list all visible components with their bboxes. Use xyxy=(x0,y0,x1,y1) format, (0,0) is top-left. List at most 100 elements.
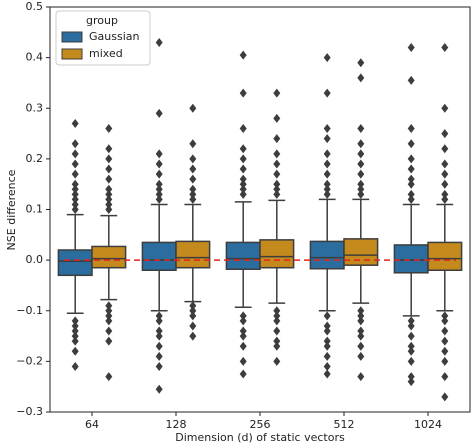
outlier xyxy=(105,372,113,382)
outlier xyxy=(441,392,449,402)
outlier xyxy=(239,144,247,154)
outlier xyxy=(273,113,281,123)
outlier xyxy=(239,356,247,366)
outlier xyxy=(273,356,281,366)
outlier xyxy=(105,336,113,346)
outlier xyxy=(357,184,365,194)
outlier xyxy=(407,316,415,326)
outlier xyxy=(189,189,197,199)
box xyxy=(309,240,345,270)
outlier xyxy=(71,118,79,128)
outlier xyxy=(407,174,415,184)
outlier xyxy=(155,326,163,336)
y-tick-label: −0.1 xyxy=(16,304,43,317)
outlier xyxy=(273,306,281,316)
outlier xyxy=(155,184,163,194)
y-tick-label: −0.3 xyxy=(16,405,43,418)
outlier xyxy=(357,58,365,68)
outlier xyxy=(239,184,247,194)
outlier xyxy=(357,124,365,133)
outlier xyxy=(155,149,163,159)
outlier xyxy=(273,149,281,159)
outlier xyxy=(357,331,365,341)
x-tick-label: 128 xyxy=(166,418,187,431)
outlier xyxy=(441,346,449,356)
outlier xyxy=(407,346,415,356)
outlier xyxy=(239,316,247,326)
outlier xyxy=(441,372,449,382)
y-tick-label: −0.2 xyxy=(16,354,43,367)
outlier xyxy=(323,311,331,321)
outlier xyxy=(105,199,113,209)
outlier xyxy=(441,311,449,321)
outlier xyxy=(189,164,197,174)
outlier xyxy=(357,73,365,83)
x-tick-label: 64 xyxy=(85,418,99,431)
outlier xyxy=(273,316,281,326)
outlier xyxy=(239,326,247,336)
outlier xyxy=(71,331,79,341)
outlier xyxy=(273,311,281,321)
outlier xyxy=(323,53,331,63)
outlier xyxy=(71,205,79,214)
legend-label: Gaussian xyxy=(89,30,139,43)
outlier xyxy=(441,336,449,346)
outlier xyxy=(323,341,331,351)
outlier xyxy=(323,134,331,144)
outlier xyxy=(323,351,331,361)
outlier xyxy=(105,189,113,199)
outlier xyxy=(71,149,79,159)
outlier xyxy=(189,194,197,204)
outlier xyxy=(105,144,113,154)
outlier xyxy=(441,144,449,154)
outlier xyxy=(155,189,163,199)
outlier xyxy=(71,139,79,149)
outlier xyxy=(155,341,163,351)
outlier xyxy=(105,316,113,326)
outlier xyxy=(155,179,163,189)
y-tick-label: 0.5 xyxy=(26,0,44,13)
outlier xyxy=(357,139,365,149)
outlier xyxy=(105,174,113,184)
outlier xyxy=(239,164,247,174)
outlier xyxy=(441,179,449,189)
outlier xyxy=(155,316,163,326)
outlier xyxy=(323,326,331,336)
outlier xyxy=(407,164,415,174)
box xyxy=(343,238,379,266)
outlier xyxy=(105,311,113,321)
y-tick-label: 0.1 xyxy=(26,203,44,216)
outlier xyxy=(189,103,197,113)
y-tick-label: 0.3 xyxy=(26,101,44,114)
outlier xyxy=(71,199,79,209)
box xyxy=(427,241,463,271)
outlier xyxy=(323,159,331,169)
outlier xyxy=(71,361,79,371)
outlier xyxy=(105,154,113,164)
outlier xyxy=(155,361,163,371)
outlier xyxy=(407,377,415,387)
box xyxy=(57,249,93,277)
box xyxy=(259,239,295,269)
outlier xyxy=(407,356,415,366)
outlier xyxy=(239,341,247,351)
legend-swatch xyxy=(61,31,83,43)
outlier xyxy=(273,88,281,98)
outlier xyxy=(71,316,79,326)
outlier xyxy=(189,311,197,321)
x-tick-label: 512 xyxy=(334,418,355,431)
outlier xyxy=(71,184,79,194)
box xyxy=(141,241,177,271)
outlier xyxy=(357,372,365,382)
outlier xyxy=(105,194,113,204)
outlier xyxy=(189,184,197,194)
outlier xyxy=(105,184,113,194)
outlier xyxy=(273,179,281,189)
box xyxy=(91,245,127,269)
outlier xyxy=(407,179,415,189)
outlier xyxy=(407,331,415,341)
outlier xyxy=(273,184,281,194)
outlier xyxy=(239,154,247,164)
outlier xyxy=(71,194,79,204)
box xyxy=(393,244,429,274)
